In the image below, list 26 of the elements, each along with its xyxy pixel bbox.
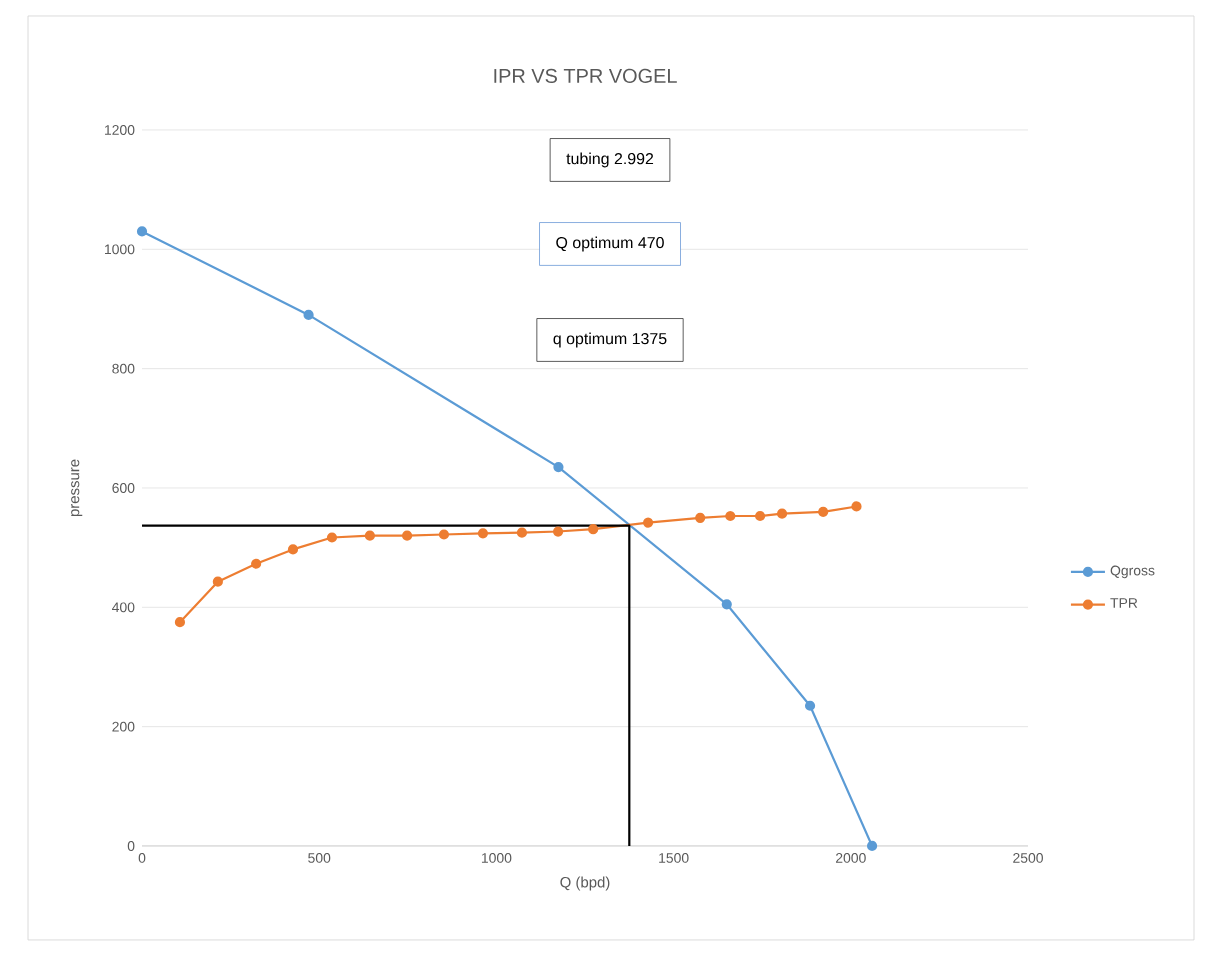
point [643,517,654,528]
point [851,501,862,512]
point [326,532,338,543]
point [725,510,736,522]
point [818,506,829,517]
point [402,530,413,541]
point [477,528,489,539]
point [754,510,766,522]
point [866,840,878,852]
point [212,576,223,587]
point [553,461,564,473]
point [251,558,262,569]
point [287,544,299,555]
point [776,508,788,519]
chart-title: IPR VS TPR VOGEL [494,68,677,83]
point [174,617,186,628]
point [438,529,450,540]
point [804,700,816,711]
point [303,309,314,321]
point [695,512,706,523]
point [136,226,148,237]
point [721,599,732,610]
point [552,526,564,537]
point [588,524,599,535]
point [516,527,528,538]
point [364,530,375,541]
